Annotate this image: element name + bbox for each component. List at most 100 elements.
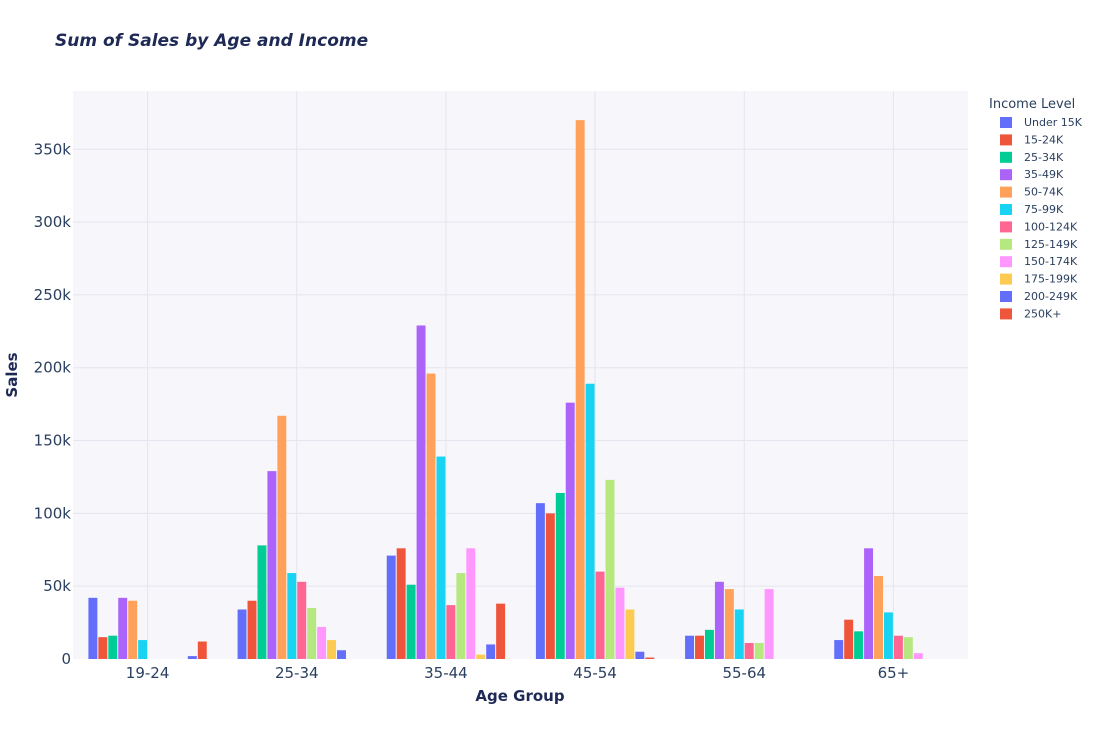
bars	[88, 120, 923, 660]
bar	[883, 612, 893, 659]
bar	[555, 492, 565, 659]
bar	[317, 626, 327, 659]
x-axis-title: Age Group	[475, 687, 564, 705]
bar	[714, 581, 724, 659]
bar	[764, 589, 774, 659]
legend-swatch	[1000, 134, 1012, 146]
bar	[436, 456, 446, 659]
bar	[496, 603, 506, 659]
x-tick-label: 55-64	[722, 664, 766, 682]
legend-label: 50-74K	[1024, 186, 1064, 199]
y-tick-label: 50k	[43, 577, 71, 595]
bar	[257, 545, 267, 659]
bar	[426, 373, 436, 659]
legend-swatch	[1000, 238, 1012, 250]
chart-title: Sum of Sales by Age and Income	[55, 31, 368, 51]
legend-label: 35-49K	[1024, 168, 1064, 181]
bar	[138, 640, 148, 659]
bar	[595, 571, 605, 659]
grid	[73, 91, 968, 659]
bar	[724, 589, 734, 659]
bar	[416, 325, 426, 659]
legend-label: 125-149K	[1024, 238, 1078, 251]
bar	[247, 600, 257, 659]
y-tick-label: 0	[61, 650, 71, 668]
legend-swatch	[1000, 151, 1012, 163]
legend-swatch	[1000, 117, 1012, 128]
bar	[267, 471, 277, 659]
bar	[625, 609, 635, 659]
bar	[98, 637, 108, 659]
bar	[187, 656, 197, 659]
bar	[476, 654, 486, 659]
bar	[446, 605, 456, 659]
x-axis-ticks: 19-24 25-34 35-44 45-54 55-64 65+	[126, 664, 909, 682]
bar	[197, 641, 207, 659]
x-tick-label: 19-24	[126, 664, 170, 682]
bar	[456, 573, 466, 659]
legend-label: 75-99K	[1024, 203, 1064, 216]
bar	[297, 581, 307, 659]
legend-label: 100-124K	[1024, 220, 1078, 233]
bar	[615, 587, 625, 659]
bar	[605, 479, 615, 659]
bar	[277, 415, 287, 659]
legend-label: 175-199K	[1024, 273, 1078, 286]
bar	[337, 650, 346, 659]
y-tick-label: 200k	[34, 359, 72, 377]
legend-swatch	[1000, 186, 1012, 198]
legend-swatch	[1000, 291, 1012, 302]
bar	[874, 575, 883, 659]
y-tick-label: 150k	[34, 432, 72, 450]
bar	[406, 584, 416, 659]
bar	[754, 642, 764, 659]
y-tick-label: 300k	[34, 213, 72, 231]
bar	[307, 608, 317, 659]
bar	[575, 120, 585, 660]
bar	[695, 635, 704, 659]
y-tick-label: 350k	[34, 140, 72, 158]
legend-label: Under 15K	[1024, 116, 1083, 129]
plot-background	[73, 91, 968, 659]
legend-swatch	[1000, 221, 1012, 233]
bar	[565, 402, 575, 659]
bar	[396, 548, 406, 659]
bar	[486, 644, 496, 659]
y-axis-ticks: 0 50k 100k 150k 200k 250k 300k 350k	[34, 140, 72, 668]
y-tick-label: 100k	[34, 504, 72, 522]
bar	[834, 640, 844, 659]
legend-swatch	[1000, 308, 1012, 320]
bar	[287, 573, 297, 659]
x-tick-label: 45-54	[573, 664, 617, 682]
y-tick-label: 250k	[34, 286, 72, 304]
bar	[704, 629, 714, 659]
legend-label: 25-34K	[1024, 151, 1064, 164]
bar	[466, 548, 476, 659]
x-tick-label: 25-34	[275, 664, 319, 682]
bar	[327, 640, 337, 659]
legend-swatch	[1000, 256, 1012, 268]
bar	[545, 513, 555, 659]
bar	[744, 642, 754, 659]
legend-label: 15-24K	[1024, 133, 1064, 146]
legend-label: 150-174K	[1024, 255, 1078, 268]
legend-swatch	[1000, 273, 1012, 285]
legend-label: 200-249K	[1024, 290, 1078, 303]
x-tick-label: 65+	[878, 664, 910, 682]
bar	[685, 635, 695, 659]
bar	[88, 597, 98, 659]
bar	[118, 597, 128, 659]
legend-swatch	[1000, 169, 1012, 181]
bar	[645, 657, 655, 659]
bar	[535, 503, 545, 659]
bar	[386, 555, 396, 659]
legend-title: Income Level	[989, 97, 1075, 112]
bar	[585, 383, 595, 659]
bar	[913, 653, 923, 659]
bar	[108, 635, 118, 659]
bar	[864, 548, 874, 659]
bar	[237, 609, 247, 659]
bar	[734, 609, 744, 659]
legend: Income Level Under 15K 15-24K 25-34K 35-49K…	[989, 97, 1083, 320]
